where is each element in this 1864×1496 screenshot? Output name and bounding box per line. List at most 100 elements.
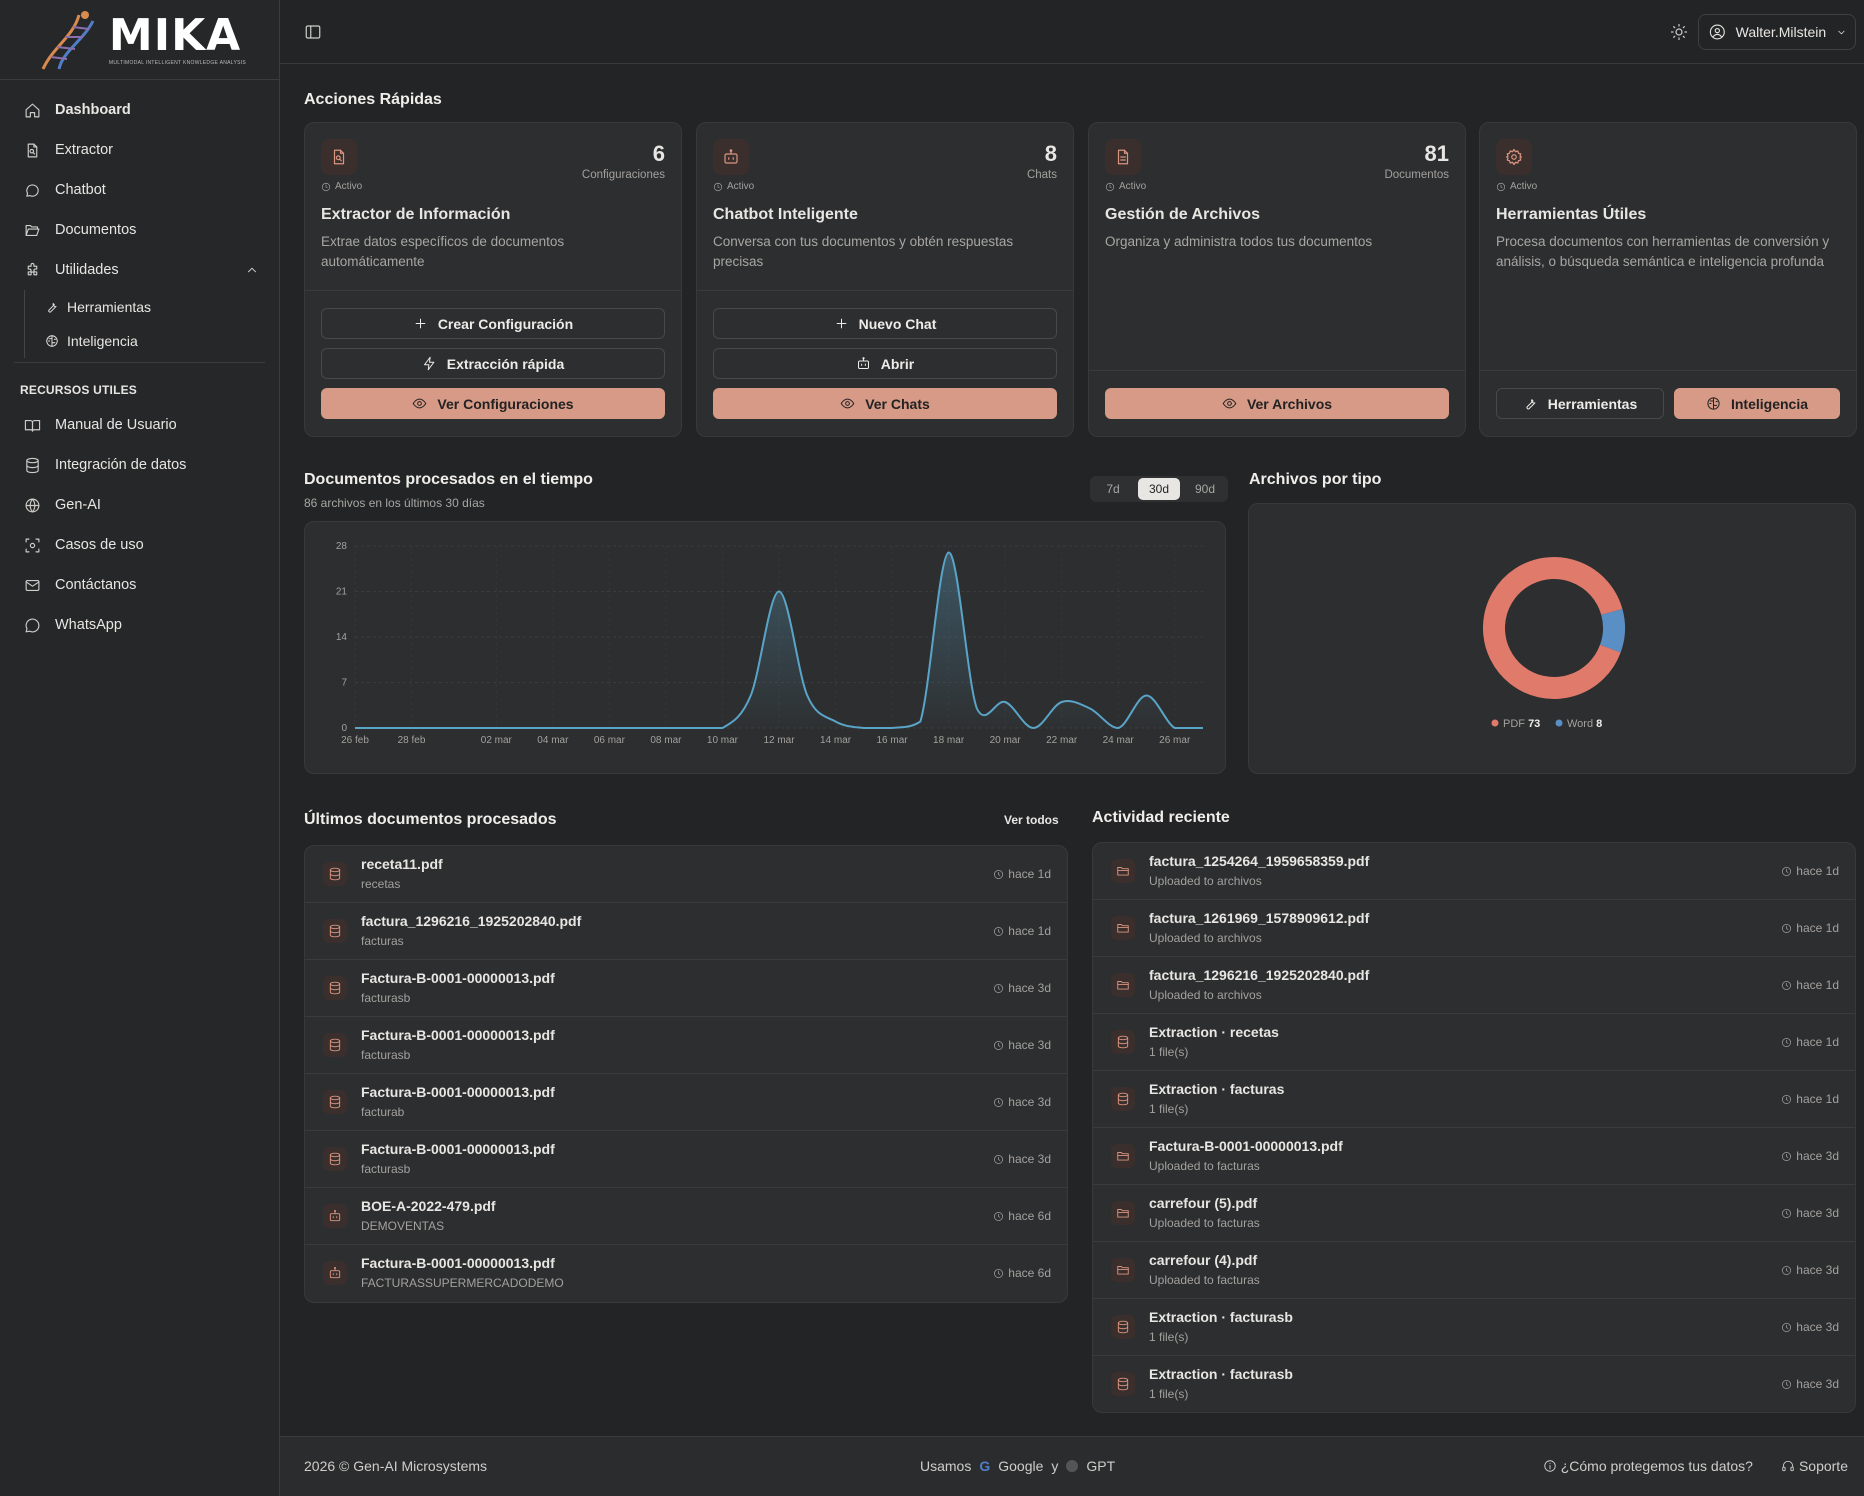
sidebar-item-label: Inteligencia	[67, 333, 138, 349]
list-item[interactable]: factura_1296216_1925202840.pdf Uploaded t…	[1093, 957, 1855, 1014]
range-tab-90d[interactable]: 90d	[1194, 482, 1216, 496]
user-menu-button[interactable]: Walter.Milstein	[1698, 14, 1856, 50]
list-item[interactable]: Extraction · facturasb 1 file(s) hace 3d	[1093, 1356, 1855, 1412]
files-by-type-card: PDF 73 Word 8	[1248, 503, 1856, 774]
view-all-link[interactable]: Ver todos	[1004, 813, 1059, 827]
table-row[interactable]: receta11.pdf recetas hace 1d	[305, 846, 1067, 903]
list-item[interactable]: factura_1261969_1578909612.pdf Uploaded t…	[1093, 900, 1855, 957]
table-row[interactable]: Factura-B-0001-00000013.pdf facturasb hace…	[305, 1017, 1067, 1074]
table-row[interactable]: Factura-B-0001-00000013.pdf facturasb hace…	[305, 1131, 1067, 1188]
list-item[interactable]: carrefour (4).pdf Uploaded to facturas hac…	[1093, 1242, 1855, 1299]
legend-swatch	[1555, 719, 1563, 727]
x-tick-label: 22 mar	[1046, 735, 1078, 746]
plus-icon	[834, 316, 849, 331]
card-title: Extractor de Información	[321, 206, 511, 223]
quick-extraction-button[interactable]: Extracción rápida	[321, 348, 665, 379]
table-row[interactable]: Factura-B-0001-00000013.pdf FACTURASSUPER…	[305, 1245, 1067, 1302]
list-item[interactable]: factura_1254264_1959658359.pdf Uploaded t…	[1093, 843, 1855, 900]
clock-icon	[1496, 182, 1506, 192]
sidebar-item-casos-de-uso[interactable]: Casos de uso	[0, 525, 279, 565]
chat-count: 8	[1044, 141, 1057, 166]
database-icon	[1111, 1372, 1135, 1396]
sidebar-item-chatbot[interactable]: Chatbot	[0, 170, 279, 210]
list-item[interactable]: Factura-B-0001-00000013.pdf Uploaded to f…	[1093, 1128, 1855, 1185]
sidebar-item-documentos[interactable]: Documentos	[0, 210, 279, 250]
sidebar-item-utilidades[interactable]: Utilidades	[0, 250, 279, 290]
new-chat-button[interactable]: Nuevo Chat	[713, 308, 1057, 339]
files-card: Activo 81 Documentos Gestión de Archivos…	[1088, 122, 1466, 437]
legend-value: 73	[1528, 718, 1540, 730]
sidebar-item-dashboard[interactable]: Dashboard	[0, 90, 279, 130]
chat-bubble-icon	[24, 182, 41, 199]
clock-icon	[1781, 980, 1792, 991]
row-title: BOE-A-2022-479.pdf	[361, 1198, 496, 1214]
open-chat-button[interactable]: Abrir	[713, 348, 1057, 379]
range-tab-30d[interactable]: 30d	[1138, 478, 1180, 500]
uses-label: Usamos	[920, 1458, 972, 1474]
brand-name: MIKA	[108, 9, 242, 61]
sidebar-toggle-icon[interactable]	[304, 23, 322, 41]
pie-slice-word[interactable]	[1599, 609, 1625, 653]
status-badge: Activo	[1496, 181, 1840, 192]
view-files-button[interactable]: Ver Archivos	[1105, 388, 1449, 419]
clock-icon	[993, 869, 1004, 880]
database-icon	[24, 457, 41, 474]
clock-icon	[1781, 923, 1792, 934]
view-chats-button[interactable]: Ver Chats	[713, 388, 1057, 419]
support-link[interactable]: Soporte	[1781, 1458, 1848, 1474]
series-line	[355, 551, 1203, 730]
sidebar-item-integracion[interactable]: Integración de datos	[0, 445, 279, 485]
row-subtitle: 1 file(s)	[1149, 1102, 1189, 1116]
y-tick-label: 14	[336, 632, 348, 643]
intelligence-button[interactable]: Inteligencia	[1674, 388, 1840, 419]
bot-icon	[323, 1261, 347, 1285]
sidebar-item-manual[interactable]: Manual de Usuario	[0, 405, 279, 445]
row-subtitle: Uploaded to archivos	[1149, 988, 1262, 1002]
row-time: hace 3d	[1781, 1149, 1839, 1163]
footer: 2026 © Gen-AI Microsystems Usamos G Goog…	[280, 1436, 1864, 1496]
y-tick-label: 7	[341, 678, 347, 689]
sidebar-item-extractor[interactable]: Extractor	[0, 130, 279, 170]
row-time: hace 3d	[993, 1095, 1051, 1109]
sidebar-item-label: Gen-AI	[55, 497, 101, 513]
card-title: Gestión de Archivos	[1105, 206, 1260, 223]
view-configs-button[interactable]: Ver Configuraciones	[321, 388, 665, 419]
row-title: carrefour (4).pdf	[1149, 1252, 1258, 1268]
sidebar-item-contactanos[interactable]: Contáctanos	[0, 565, 279, 605]
row-title: Extraction · facturasb	[1149, 1309, 1293, 1325]
table-row[interactable]: factura_1296216_1925202840.pdf facturas ha…	[305, 903, 1067, 960]
sidebar-item-whatsapp[interactable]: WhatsApp	[0, 605, 279, 645]
timeline-chart: 0 7 14 21 28 26 feb 28 feb 02 mar 04 mar 06 mar 08…	[336, 541, 1203, 746]
table-row[interactable]: BOE-A-2022-479.pdf DEMOVENTAS hace 6d	[305, 1188, 1067, 1245]
chevron-up-icon[interactable]	[245, 263, 259, 277]
sidebar-item-label: Extractor	[55, 142, 114, 158]
list-item[interactable]: Extraction · facturasb 1 file(s) hace 3d	[1093, 1299, 1855, 1356]
list-item[interactable]: Extraction · recetas 1 file(s) hace 1d	[1093, 1014, 1855, 1071]
clock-icon	[993, 1097, 1004, 1108]
list-item[interactable]: Extraction · facturas 1 file(s) hace 1d	[1093, 1071, 1855, 1128]
list-item[interactable]: carrefour (5).pdf Uploaded to facturas hac…	[1093, 1185, 1855, 1242]
tools-button[interactable]: Herramientas	[1496, 388, 1664, 419]
sidebar-item-gen-ai[interactable]: Gen-AI	[0, 485, 279, 525]
sidebar-item-inteligencia[interactable]: Inteligencia	[45, 324, 279, 358]
sun-icon[interactable]	[1670, 23, 1688, 41]
range-tab-7d[interactable]: 7d	[1106, 482, 1120, 496]
x-tick-label: 12 mar	[763, 735, 795, 746]
create-config-button[interactable]: Crear Configuración	[321, 308, 665, 339]
home-icon	[24, 102, 41, 119]
sidebar-item-herramientas[interactable]: Herramientas	[45, 290, 279, 324]
logo[interactable]: MIKA MULTIMODAL INTELLIGENT KNOWLEDGE AN…	[0, 0, 279, 80]
legend-swatch	[1491, 719, 1499, 727]
x-tick-label: 04 mar	[537, 735, 569, 746]
info-icon	[1543, 1459, 1557, 1473]
row-subtitle: facturasb	[361, 1162, 411, 1176]
privacy-link[interactable]: ¿Cómo protegemos tus datos?	[1543, 1458, 1753, 1474]
latest-docs-title: Últimos documentos procesados	[304, 811, 557, 828]
range-tabs: 7d 30d 90d	[1090, 476, 1228, 502]
x-tick-label: 20 mar	[990, 735, 1022, 746]
pie-slice-pdf[interactable]	[1483, 557, 1623, 699]
table-row[interactable]: Factura-B-0001-00000013.pdf facturab hace …	[305, 1074, 1067, 1131]
card-description: Organiza y administra todos tus document…	[1105, 234, 1373, 249]
table-row[interactable]: Factura-B-0001-00000013.pdf facturasb hace…	[305, 960, 1067, 1017]
bot-icon	[323, 1204, 347, 1228]
